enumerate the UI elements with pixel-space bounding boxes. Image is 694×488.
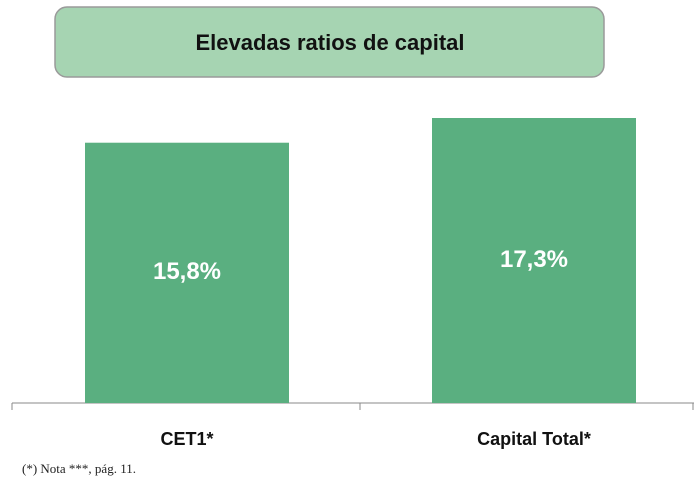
bar	[432, 118, 636, 403]
value-label: 15,8%	[153, 258, 221, 285]
chart-title: Elevadas ratios de capital	[195, 30, 464, 55]
footnote: (*) Nota ***, pág. 11.	[22, 461, 136, 476]
x-tick-label: CET1*	[160, 429, 213, 449]
x-tick-label: Capital Total*	[477, 429, 591, 449]
value-label: 17,3%	[500, 246, 568, 273]
title-box	[54, 6, 605, 78]
bar	[85, 142, 289, 403]
